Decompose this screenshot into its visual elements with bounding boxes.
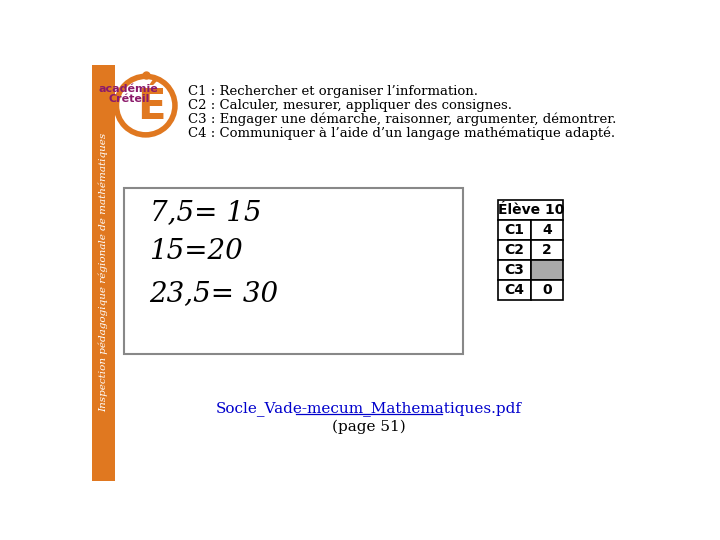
Text: C4: C4 [505, 282, 525, 296]
Bar [92, 65, 115, 481]
Bar [531, 240, 563, 260]
Text: Élève 10: Élève 10 [498, 202, 564, 217]
Text: C3: C3 [505, 262, 524, 276]
Text: académie: académie [99, 84, 158, 94]
Text: 0: 0 [542, 282, 552, 296]
Bar [124, 188, 463, 354]
Bar [531, 220, 563, 240]
Text: C1 : Rechercher et organiser l’information.: C1 : Rechercher et organiser l’informati… [188, 85, 478, 98]
Text: É: É [138, 86, 166, 128]
Text: C2: C2 [505, 242, 525, 256]
Bar [531, 280, 563, 300]
Text: 15=20: 15=20 [150, 239, 243, 266]
Text: 23,5= 30: 23,5= 30 [150, 280, 279, 307]
Text: (page 51): (page 51) [332, 420, 406, 434]
Bar [498, 220, 531, 240]
Text: 2: 2 [542, 242, 552, 256]
Text: C3 : Engager une démarche, raisonner, argumenter, démontrer.: C3 : Engager une démarche, raisonner, ar… [188, 113, 616, 126]
Bar [498, 280, 531, 300]
Bar [498, 200, 563, 220]
Bar [531, 260, 563, 280]
Bar [498, 240, 531, 260]
Text: C2 : Calculer, mesurer, appliquer des consignes.: C2 : Calculer, mesurer, appliquer des co… [188, 99, 512, 112]
Text: Socle_Vade-mecum_Mathematiques.pdf: Socle_Vade-mecum_Mathematiques.pdf [216, 402, 522, 416]
Text: C4 : Communiquer à l’aide d’un langage mathématique adapté.: C4 : Communiquer à l’aide d’un langage m… [188, 126, 615, 140]
Text: Créteil: Créteil [108, 93, 150, 104]
Text: C1: C1 [505, 222, 525, 237]
Text: Inspection pédagogique régionale de mathématiques: Inspection pédagogique régionale de math… [99, 133, 108, 413]
Text: 4: 4 [542, 222, 552, 237]
Bar [498, 260, 531, 280]
Text: 7,5= 15: 7,5= 15 [150, 199, 261, 226]
